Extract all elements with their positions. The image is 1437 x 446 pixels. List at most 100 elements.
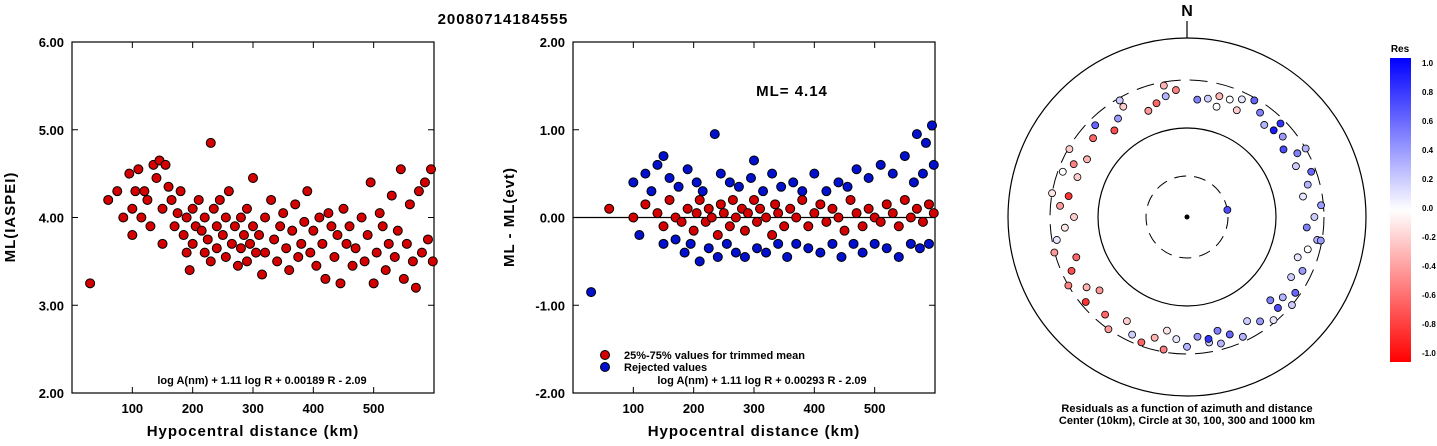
panel1-series0-point bbox=[181, 247, 192, 258]
polar-point bbox=[1204, 335, 1213, 343]
panel2-series1-point bbox=[782, 251, 793, 262]
panel1-series0-point bbox=[133, 164, 144, 175]
polar-point bbox=[1269, 316, 1278, 325]
panel2-series1-point bbox=[863, 173, 874, 184]
panel1-series0-point bbox=[413, 186, 424, 197]
panel1-series0-point bbox=[238, 230, 249, 241]
panel2-series1-point bbox=[749, 155, 759, 166]
polar-point bbox=[1215, 92, 1224, 101]
panel1-series0-point bbox=[181, 212, 192, 223]
panel1-series0-point bbox=[127, 203, 138, 214]
polar-point bbox=[1293, 253, 1302, 262]
polar-point bbox=[1150, 333, 1159, 342]
panel2-series0-point bbox=[730, 212, 741, 223]
panel1-y-tick-label: 3.00 bbox=[39, 298, 64, 313]
panel1-series0-point bbox=[241, 256, 252, 267]
panel2-series1-point bbox=[869, 238, 880, 249]
polar-point bbox=[1303, 180, 1312, 189]
panel2-series1-point bbox=[673, 181, 684, 192]
panel1-series0-point bbox=[427, 256, 438, 267]
panel1-series0-point bbox=[416, 247, 427, 258]
panel2-series0-point bbox=[845, 194, 856, 205]
panel2-series1-point bbox=[767, 168, 778, 179]
polar-points bbox=[1048, 81, 1325, 354]
panel2-series1-point bbox=[887, 168, 898, 179]
panel2-series1-point bbox=[679, 247, 690, 258]
colorbar-tick-label: -0.8 bbox=[1422, 320, 1436, 329]
panel2-x-tick-label: 300 bbox=[743, 401, 765, 416]
polar-point bbox=[1212, 102, 1221, 111]
polar-point bbox=[1299, 192, 1307, 201]
panel1-y-axis-label: ML(IASPEI) bbox=[2, 172, 19, 263]
panel2-series0-point bbox=[682, 203, 693, 214]
legend-marker-trimmed bbox=[600, 350, 610, 360]
polar-point bbox=[1237, 95, 1246, 104]
panel2-series0-point bbox=[779, 221, 790, 232]
panel1-series0-point bbox=[404, 199, 415, 210]
polar-point bbox=[1115, 96, 1124, 105]
panel1-series0-point bbox=[257, 269, 268, 280]
polar-point bbox=[1064, 192, 1073, 201]
panel2-series1-point bbox=[791, 238, 802, 249]
panel1-series0-point bbox=[130, 186, 141, 197]
panel2-series1-point bbox=[712, 251, 723, 262]
polar-point bbox=[1052, 236, 1061, 244]
panel1-series0-point bbox=[251, 247, 262, 258]
polar-caption-line2: Center (10km), Circle at 30, 100, 300 an… bbox=[1059, 415, 1315, 427]
panel1-series0-point bbox=[151, 173, 162, 184]
polar-point bbox=[1278, 293, 1287, 302]
ring-300km bbox=[1049, 79, 1325, 355]
panel2-series0-point bbox=[742, 208, 753, 219]
panel2-series1-point bbox=[745, 173, 756, 184]
panel2-series1-point bbox=[724, 177, 735, 188]
panel2-series0-point bbox=[703, 203, 714, 214]
panel1-series0-point bbox=[244, 238, 255, 249]
panel1-series0-point bbox=[272, 256, 283, 267]
panel2-series1-point bbox=[733, 181, 744, 192]
panel2-series0-point bbox=[664, 194, 675, 205]
polar-point bbox=[1060, 223, 1069, 232]
panel2-series1-point bbox=[658, 151, 669, 162]
panel2-series0-point bbox=[887, 208, 898, 219]
panel1-series0-point bbox=[124, 168, 135, 179]
panel2-series0-point bbox=[791, 212, 802, 223]
polar-point bbox=[1089, 134, 1097, 143]
panel1-series0-point bbox=[211, 221, 222, 232]
colorbar-tick-label: 0.2 bbox=[1422, 175, 1434, 184]
panel2-series1-point bbox=[923, 238, 934, 249]
panel2-series0-point bbox=[676, 216, 687, 227]
panel2-series1-point bbox=[658, 238, 669, 249]
panel1-series0-point bbox=[296, 238, 307, 249]
panel1-series0-point bbox=[323, 208, 334, 219]
polar-point bbox=[1119, 102, 1128, 111]
panel1-series0-point bbox=[112, 186, 123, 197]
north-label: N bbox=[1181, 3, 1193, 20]
panel2-series1-point bbox=[634, 230, 645, 241]
polar-point bbox=[1159, 81, 1168, 90]
polar-point bbox=[1203, 94, 1212, 103]
residual-colorbar: Res 1.0 0.8 0.6 0.4 0.2 0.0 -0.2 -0.4 -0.6 -0.8 -1… bbox=[1390, 44, 1436, 362]
polar-point bbox=[1159, 345, 1168, 354]
panel2-series0-point bbox=[752, 216, 763, 227]
panel2-series1-point bbox=[739, 251, 750, 262]
polar-point bbox=[1161, 92, 1170, 101]
panel1-series0-point bbox=[293, 251, 304, 262]
panel1-y-tick-label: 6.00 bbox=[39, 35, 64, 50]
colorbar-tick-label: -0.2 bbox=[1422, 233, 1436, 242]
panel1-series0-point bbox=[202, 234, 213, 245]
polar-point bbox=[1293, 149, 1302, 158]
panel1-series0-point bbox=[160, 159, 171, 170]
panel2-y-tick-label: -1.00 bbox=[535, 298, 565, 313]
polar-point bbox=[1310, 213, 1319, 221]
panel2-series1-point bbox=[788, 177, 799, 188]
panel2-series1-point bbox=[797, 186, 808, 197]
panel2-series1-point bbox=[920, 137, 931, 148]
colorbar-tick-label: 0.6 bbox=[1422, 117, 1434, 126]
panel1-series0-point bbox=[275, 221, 286, 232]
panel2-series1-point bbox=[926, 120, 937, 131]
panel2-series1-point bbox=[703, 243, 714, 254]
legend-label-rejected: Rejected values bbox=[624, 362, 707, 374]
polar-point bbox=[1307, 167, 1316, 176]
panel2-series0-point bbox=[803, 221, 814, 232]
polar-point bbox=[1183, 342, 1191, 351]
